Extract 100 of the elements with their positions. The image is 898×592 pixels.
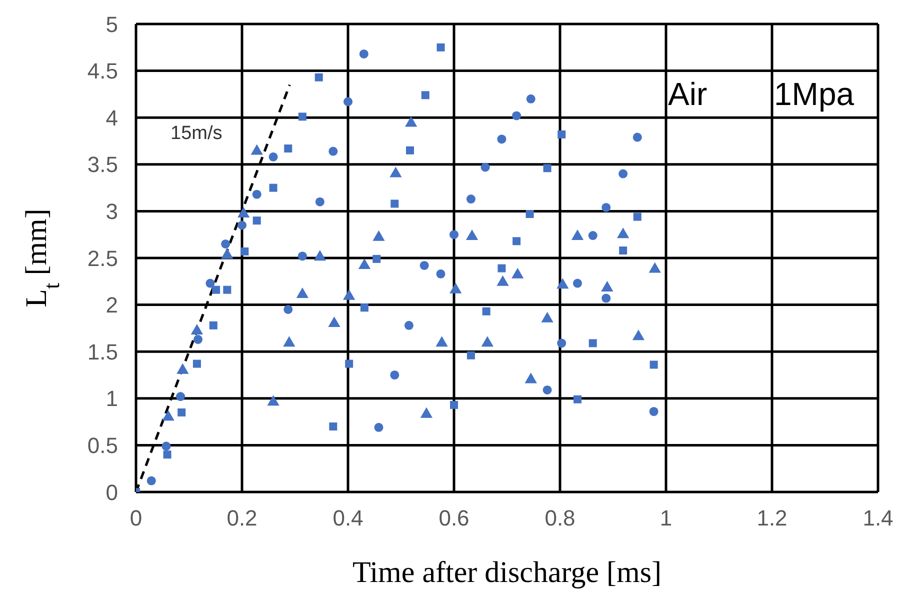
- point: [206, 278, 215, 288]
- point: [406, 146, 414, 154]
- point: [619, 246, 628, 255]
- point: [267, 395, 280, 406]
- point: [146, 476, 156, 486]
- x-tick-label: 1.2: [756, 506, 788, 531]
- point: [390, 166, 402, 178]
- y-tick-label: 2.5: [87, 246, 118, 271]
- point: [497, 134, 506, 144]
- point: [343, 97, 353, 106]
- y-tick-label: 4: [106, 105, 118, 130]
- point: [436, 269, 446, 278]
- point: [616, 228, 630, 238]
- point: [163, 450, 172, 459]
- point: [649, 407, 658, 416]
- point: [390, 370, 400, 380]
- y-tick-label: 3.5: [87, 152, 118, 178]
- point: [298, 112, 306, 121]
- point: [436, 43, 445, 52]
- point: [588, 339, 597, 348]
- point: [237, 220, 247, 230]
- point: [512, 237, 521, 246]
- y-tick-label: 4.5: [87, 58, 118, 84]
- point: [221, 239, 230, 248]
- point: [284, 304, 293, 314]
- point: [524, 372, 537, 384]
- point: [541, 312, 554, 322]
- point: [436, 336, 448, 347]
- point: [315, 197, 324, 206]
- point: [269, 184, 278, 192]
- point: [420, 260, 429, 270]
- point: [602, 294, 611, 303]
- point: [421, 91, 430, 100]
- point: [526, 210, 534, 218]
- point: [372, 254, 381, 263]
- point: [374, 422, 384, 432]
- point: [252, 216, 261, 225]
- point: [193, 334, 203, 344]
- point: [328, 146, 338, 156]
- point: [632, 330, 645, 340]
- point: [345, 360, 354, 368]
- point: [252, 190, 262, 199]
- point: [284, 144, 292, 152]
- point: [176, 363, 189, 374]
- point: [632, 132, 642, 142]
- point: [526, 94, 536, 104]
- point: [296, 287, 308, 298]
- point: [573, 395, 582, 404]
- point: [618, 169, 628, 178]
- point: [648, 262, 661, 273]
- point: [223, 286, 232, 294]
- point: [162, 442, 171, 451]
- point: [466, 351, 475, 360]
- point: [328, 316, 340, 328]
- x-tick-label: 1.4: [862, 506, 894, 531]
- point: [359, 49, 368, 58]
- point: [192, 360, 201, 368]
- x-axis-title: Time after discharge [ms]: [352, 556, 662, 589]
- point: [283, 336, 296, 347]
- point: [588, 231, 598, 240]
- point: [314, 73, 323, 82]
- point: [360, 304, 368, 312]
- point: [496, 275, 509, 286]
- point: [482, 307, 490, 316]
- point: [512, 268, 524, 278]
- y-tick-label: 5: [106, 12, 118, 37]
- point: [209, 321, 218, 330]
- point: [601, 280, 614, 292]
- point: [558, 130, 566, 138]
- point: [390, 200, 399, 208]
- y-tick-label: 0.5: [87, 433, 118, 458]
- point: [542, 385, 552, 394]
- point: [450, 282, 462, 294]
- y-tick-label: 1: [106, 386, 118, 412]
- point: [342, 289, 356, 300]
- y-tick-label: 1.5: [87, 339, 118, 364]
- point: [178, 408, 186, 416]
- point: [240, 247, 249, 256]
- point: [212, 286, 220, 294]
- point: [466, 194, 476, 204]
- point: [557, 338, 566, 348]
- point: [190, 324, 204, 335]
- point: [498, 264, 506, 272]
- point: [221, 248, 234, 259]
- x-tick-label: 0.6: [438, 506, 470, 531]
- point: [420, 407, 433, 418]
- point: [450, 400, 458, 409]
- point: [602, 202, 611, 212]
- point: [512, 111, 522, 120]
- point: [238, 206, 250, 218]
- x-tick-label: 0: [130, 506, 142, 531]
- x-tick-label: 0.4: [332, 506, 364, 531]
- x-tick-label: 0.2: [226, 506, 258, 531]
- point: [650, 360, 658, 369]
- point: [572, 278, 582, 288]
- point: [176, 392, 186, 402]
- point: [268, 152, 278, 162]
- point: [480, 162, 490, 172]
- point: [449, 230, 459, 240]
- point: [556, 278, 569, 289]
